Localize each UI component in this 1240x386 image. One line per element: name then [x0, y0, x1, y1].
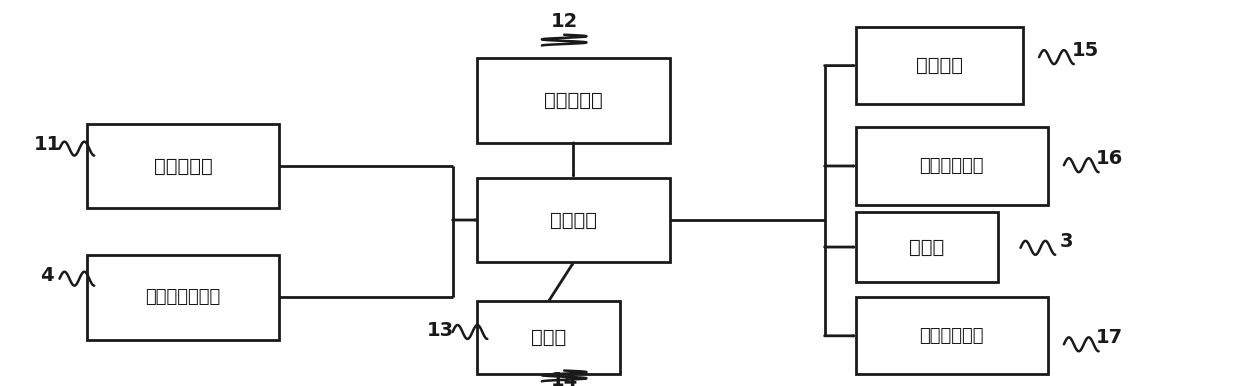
Bar — [477, 58, 670, 143]
Text: 4: 4 — [41, 266, 53, 286]
Text: 无线传输模块: 无线传输模块 — [919, 327, 985, 345]
Bar — [856, 297, 1048, 374]
Text: 图像处理器: 图像处理器 — [544, 91, 603, 110]
Text: 存储器: 存储器 — [531, 328, 567, 347]
Bar — [856, 27, 1023, 104]
Text: 13: 13 — [427, 320, 454, 340]
Bar — [477, 301, 620, 374]
Text: 导电模块: 导电模块 — [916, 56, 962, 75]
Bar — [856, 127, 1048, 205]
Text: 温度显示装置: 温度显示装置 — [919, 157, 985, 175]
Text: 11: 11 — [33, 135, 61, 154]
Bar — [87, 255, 279, 340]
Bar — [477, 178, 670, 262]
Text: 16: 16 — [1096, 149, 1123, 168]
Text: 温度传感器: 温度传感器 — [154, 156, 212, 176]
Text: 14: 14 — [551, 371, 578, 386]
Text: 17: 17 — [1096, 328, 1123, 347]
Text: 3: 3 — [1060, 232, 1073, 251]
Text: 红外遥控传感器: 红外遥控传感器 — [145, 288, 221, 306]
Bar — [87, 124, 279, 208]
Text: 12: 12 — [551, 12, 578, 31]
Text: 电暖画: 电暖画 — [909, 237, 945, 257]
Text: 微处理器: 微处理器 — [551, 210, 596, 230]
Bar — [856, 212, 998, 282]
Text: 15: 15 — [1071, 41, 1099, 60]
